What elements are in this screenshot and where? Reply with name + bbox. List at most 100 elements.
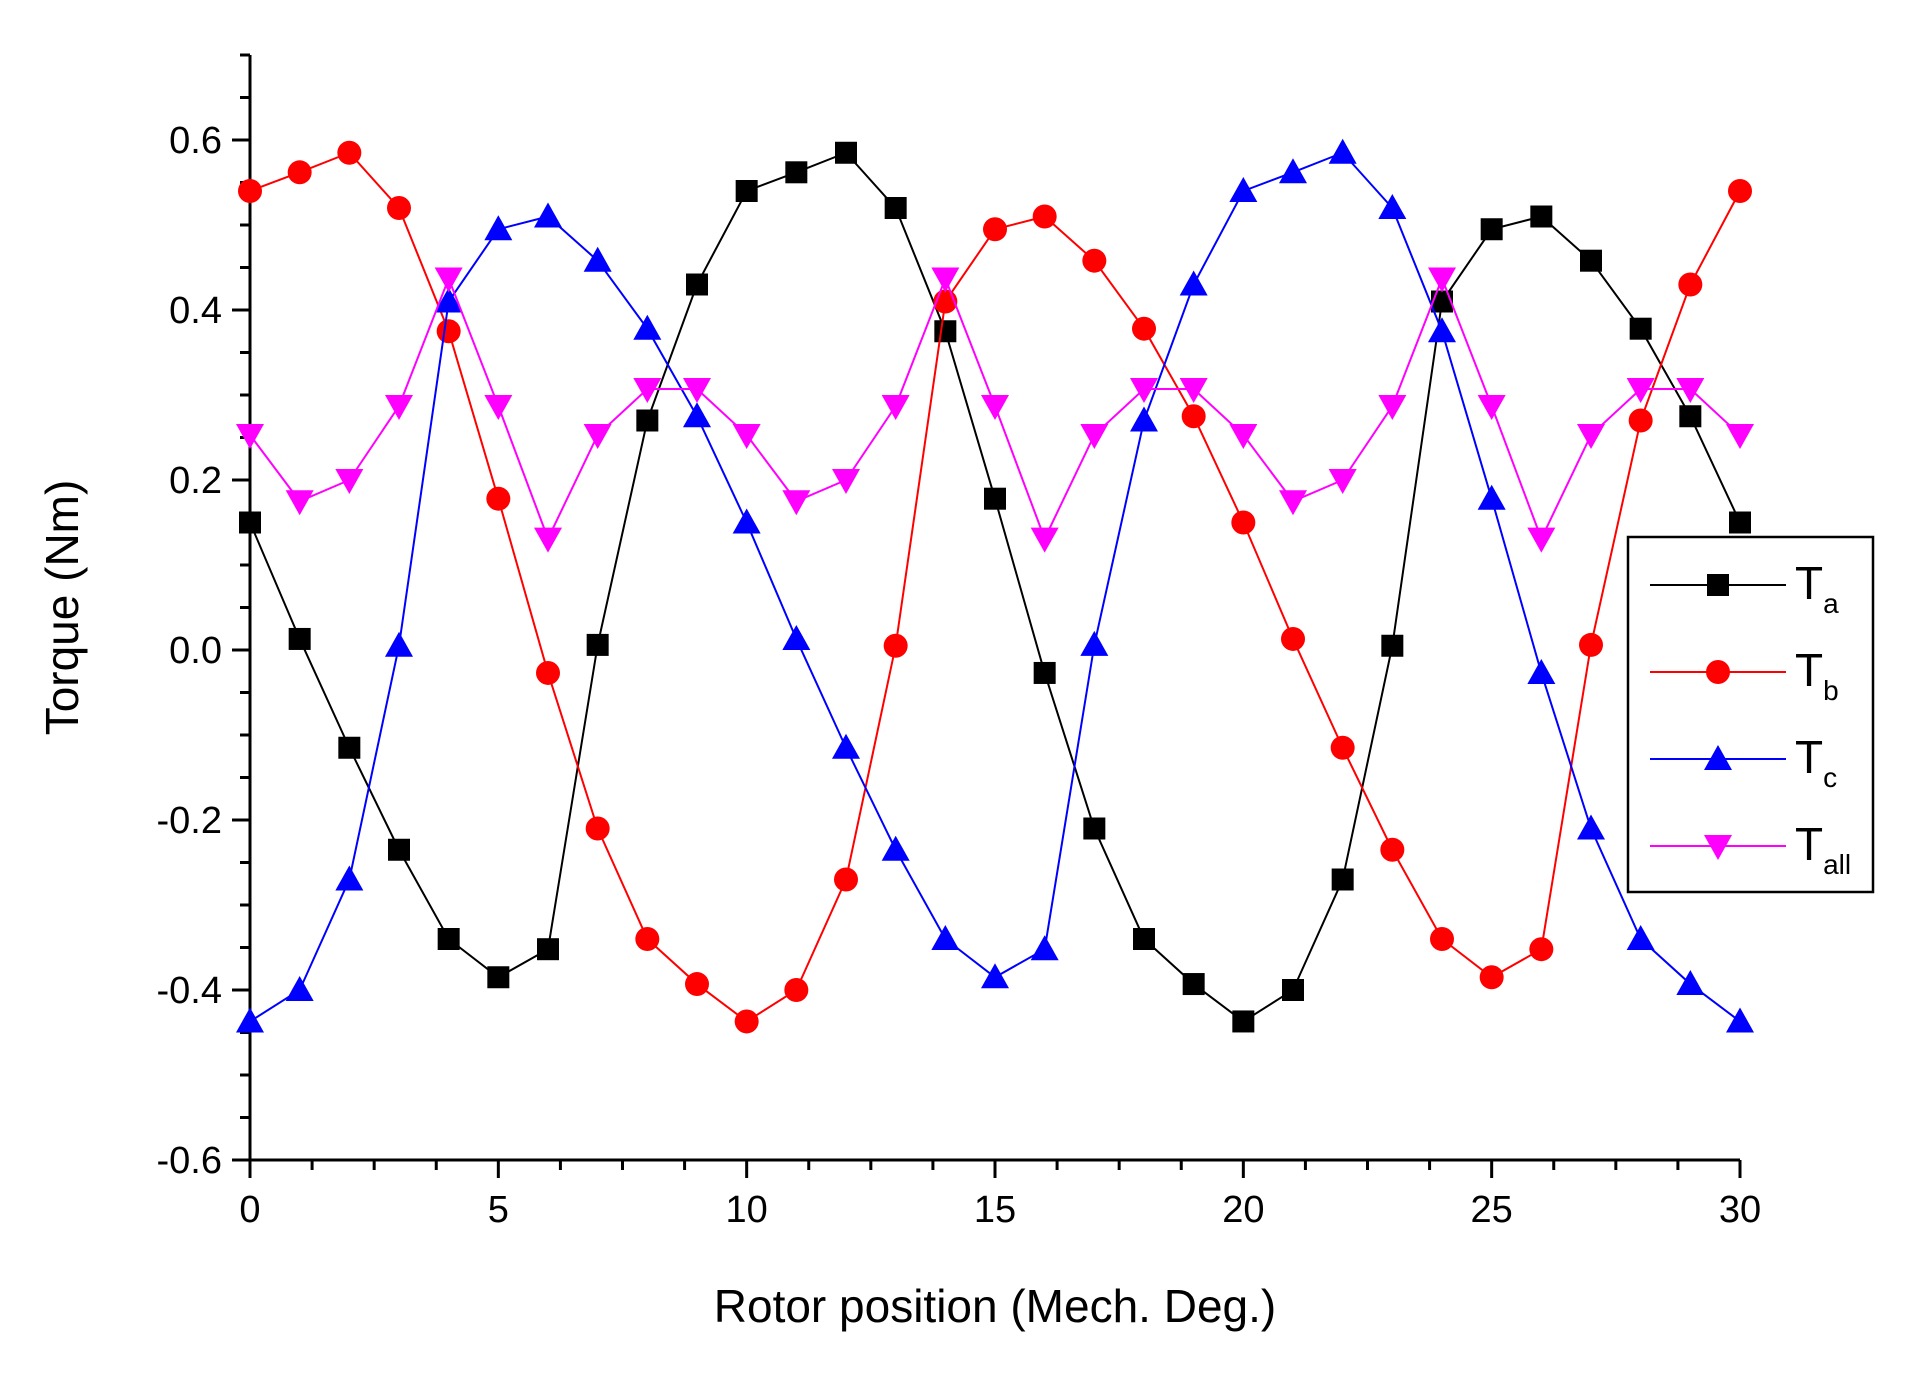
data-point-Tc bbox=[931, 925, 960, 950]
data-point-Tb bbox=[238, 179, 262, 203]
data-point-Tc bbox=[1130, 406, 1158, 432]
data-point-Tc bbox=[1626, 925, 1655, 950]
data-point-Tb bbox=[1330, 735, 1355, 760]
data-point-Tall bbox=[335, 469, 364, 494]
data-point-Tc bbox=[335, 865, 364, 891]
data-point-Ta bbox=[388, 838, 410, 861]
legend-item-Ta: Ta bbox=[1650, 557, 1839, 619]
legend-box bbox=[1626, 535, 1875, 894]
data-point-Tall bbox=[1179, 378, 1208, 404]
data-point-Tc bbox=[1726, 1007, 1754, 1033]
data-point-Tb bbox=[883, 633, 908, 658]
data-point-Tb bbox=[1231, 510, 1256, 535]
data-point-Tc bbox=[1179, 270, 1208, 296]
data-point-Tc bbox=[484, 215, 513, 241]
series-Tall bbox=[236, 267, 1754, 553]
data-point-Tall bbox=[782, 490, 811, 516]
data-point-Tb bbox=[635, 927, 660, 951]
data-point-Tb bbox=[1082, 248, 1107, 273]
data-point-Tc bbox=[1229, 177, 1258, 202]
data-point-Tall bbox=[1229, 423, 1258, 449]
x-tick-label: 20 bbox=[1222, 1189, 1264, 1231]
data-point-Tall bbox=[1577, 423, 1605, 449]
legend-subscript: all bbox=[1823, 849, 1851, 880]
series-layer bbox=[236, 138, 1754, 1034]
data-point-Tc bbox=[385, 631, 413, 657]
data-point-Tall bbox=[1130, 378, 1158, 404]
data-point-Ta bbox=[884, 197, 907, 219]
x-tick-label: 30 bbox=[1719, 1189, 1761, 1231]
data-point-Ta bbox=[1530, 205, 1553, 228]
legend-subscript: b bbox=[1823, 675, 1839, 706]
data-point-Tb bbox=[983, 217, 1007, 242]
data-point-Tc bbox=[1428, 317, 1456, 343]
x-tick-label: 25 bbox=[1471, 1189, 1513, 1231]
data-point-Ta bbox=[735, 180, 758, 202]
y-tick-label: -0.2 bbox=[157, 800, 222, 842]
data-point-Ta bbox=[487, 966, 510, 989]
data-point-Tc bbox=[434, 287, 463, 313]
legend-subscript: a bbox=[1823, 588, 1839, 619]
data-point-Ta bbox=[1282, 979, 1304, 1001]
data-point-Tb bbox=[1529, 937, 1554, 962]
data-point-Tc bbox=[881, 835, 910, 861]
data-point-Tall bbox=[1527, 527, 1556, 553]
data-point-Tb bbox=[734, 1009, 759, 1034]
data-point-Ta bbox=[785, 161, 808, 184]
data-point-Ta bbox=[1729, 511, 1751, 534]
data-point-Tall bbox=[1428, 267, 1456, 293]
data-point-Ta bbox=[1182, 973, 1205, 996]
data-point-Tall bbox=[683, 378, 711, 404]
data-point-Tall bbox=[285, 490, 314, 516]
y-tick-label: -0.6 bbox=[157, 1140, 222, 1182]
data-point-Ta bbox=[1133, 928, 1155, 950]
legend-item-Tc: Tc bbox=[1650, 731, 1837, 793]
axes: 0 5 10 15 20 25 30 -0.6 -0.4 -0.2 0.0 0.2 0.4 0.6 bbox=[157, 53, 1761, 1231]
data-point-Ta bbox=[984, 487, 1006, 510]
data-point-Tb bbox=[834, 867, 858, 892]
data-point-Tb bbox=[1479, 965, 1504, 990]
data-point-Ta bbox=[686, 273, 708, 296]
data-point-Tb bbox=[436, 319, 461, 344]
data-point-Ta bbox=[537, 938, 559, 961]
data-point-Tb bbox=[1579, 632, 1603, 657]
data-point-Tc bbox=[1328, 138, 1357, 164]
data-point-Tc bbox=[285, 976, 314, 1001]
data-point-Tc bbox=[1527, 658, 1556, 684]
legend-marker bbox=[1707, 574, 1729, 596]
data-point-Tc bbox=[981, 963, 1009, 989]
data-point-Tc bbox=[683, 402, 711, 428]
data-point-Tb bbox=[1678, 272, 1703, 297]
y-tick-label: -0.4 bbox=[157, 970, 222, 1012]
y-tick-label: 0.0 bbox=[169, 630, 222, 672]
data-point-Ta bbox=[636, 409, 659, 432]
data-point-Tall bbox=[633, 378, 662, 404]
x-tick-label: 5 bbox=[488, 1189, 509, 1231]
data-point-Ta bbox=[835, 141, 857, 164]
y-axis-title: Torque (Nm) bbox=[36, 480, 88, 736]
data-point-Tall bbox=[1676, 378, 1705, 404]
data-point-Ta bbox=[1629, 317, 1652, 340]
data-point-Tc bbox=[1676, 970, 1705, 996]
data-point-Tall bbox=[1726, 423, 1754, 449]
data-point-Tc bbox=[1477, 484, 1506, 510]
data-point-Tb bbox=[287, 160, 312, 185]
data-point-Ta bbox=[1331, 868, 1354, 891]
data-point-Ta bbox=[586, 633, 609, 656]
data-point-Tb bbox=[685, 972, 709, 997]
y-tick-label: 0.6 bbox=[169, 120, 222, 162]
data-point-Tb bbox=[1380, 837, 1405, 862]
data-point-Tall bbox=[534, 527, 562, 553]
data-point-Tc bbox=[1378, 194, 1407, 219]
data-point-Tb bbox=[536, 660, 560, 685]
data-point-Tall bbox=[1080, 423, 1109, 449]
data-point-Tc bbox=[534, 202, 562, 228]
legend-marker bbox=[1704, 835, 1732, 860]
data-point-Ta bbox=[1232, 1010, 1255, 1033]
data-point-Tall bbox=[881, 395, 910, 421]
data-point-Tb bbox=[1132, 316, 1156, 341]
data-point-Tall bbox=[732, 423, 761, 449]
data-point-Tall bbox=[236, 423, 264, 449]
data-point-Tc bbox=[1030, 935, 1059, 961]
